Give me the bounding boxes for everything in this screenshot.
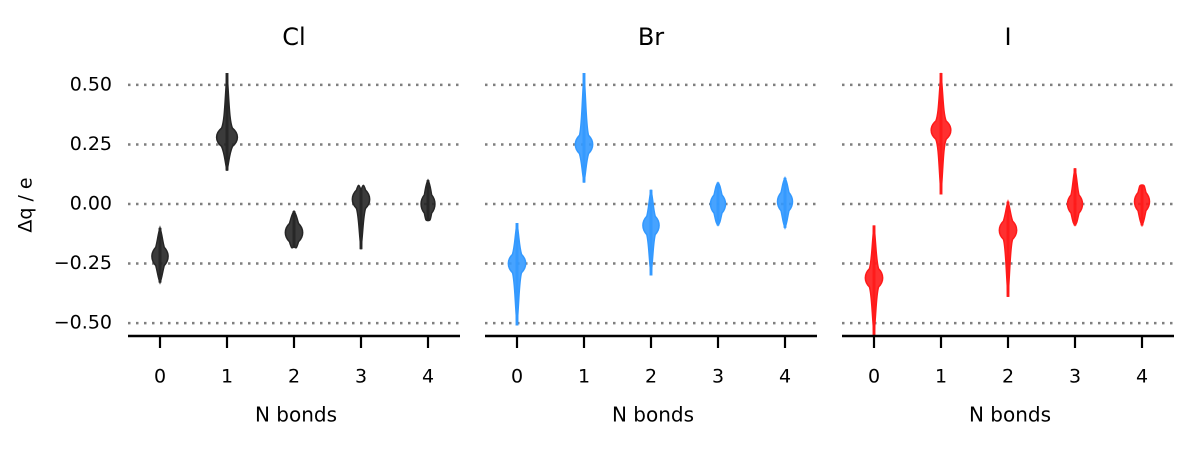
y-tick-label: 0.25 <box>70 133 112 155</box>
panel-title: Cl <box>282 23 305 51</box>
x-tick-label: 2 <box>288 366 300 388</box>
x-tick-label: 0 <box>511 366 523 388</box>
x-tick-label: 4 <box>1136 366 1148 388</box>
chart-panels: 0.50 0.25 0.00 −0.25 −0.50 Cl 0 1 2 3 4 N bonds Br 0 1… <box>54 23 1174 427</box>
x-tick-label: 0 <box>868 366 880 388</box>
panel-i: I 0 1 2 3 4 N bonds <box>842 23 1174 427</box>
x-tick-label: 4 <box>422 366 434 388</box>
y-tick-label: 0.00 <box>70 193 112 215</box>
y-tick-label: −0.25 <box>54 252 112 274</box>
y-tick-label: −0.50 <box>54 312 112 334</box>
x-tick-label: 4 <box>779 366 791 388</box>
x-tick-label: 2 <box>1002 366 1014 388</box>
x-tick-label: 2 <box>645 366 657 388</box>
panel-br: Br 0 1 2 3 4 N bonds <box>485 23 817 427</box>
x-axis-label: N bonds <box>969 403 1051 427</box>
panel-title: Br <box>638 23 664 51</box>
panel-cl: Cl 0 1 2 3 4 N bonds <box>128 23 460 427</box>
x-axis-label: N bonds <box>255 403 337 427</box>
x-tick-label: 3 <box>355 366 367 388</box>
x-tick-label: 0 <box>154 366 166 388</box>
x-tick-label: 1 <box>578 366 590 388</box>
x-tick-label: 1 <box>221 366 233 388</box>
y-tick-label: 0.50 <box>70 73 112 95</box>
x-tick-label: 3 <box>1069 366 1081 388</box>
y-axis-label: Δq / e <box>15 177 37 232</box>
x-axis-label: N bonds <box>612 403 694 427</box>
x-tick-label: 1 <box>935 366 947 388</box>
panel-title: I <box>1004 23 1011 51</box>
x-tick-label: 3 <box>712 366 724 388</box>
